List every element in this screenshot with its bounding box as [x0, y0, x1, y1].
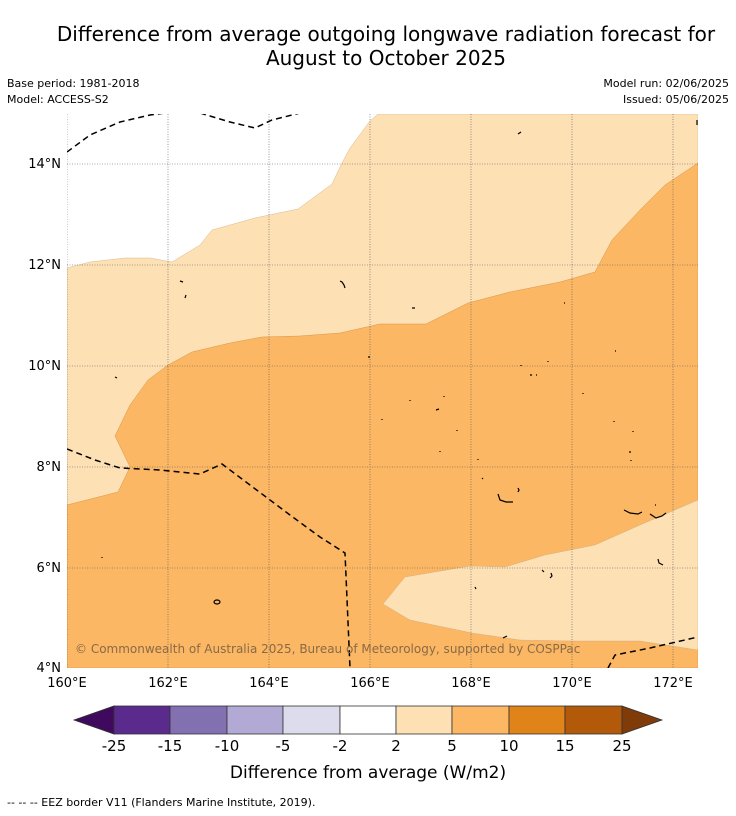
- lon-tick-label: 168°E: [451, 676, 491, 691]
- colorbar-tick-label: -10: [215, 737, 240, 755]
- copyright-notice: © Commonwealth of Australia 2025, Bureau…: [75, 642, 580, 656]
- colorbar-tick-label: 5: [447, 737, 457, 755]
- colorbar-swatch: [451, 705, 510, 735]
- lon-tick-label: 172°E: [653, 676, 693, 691]
- lat-tick-label: 8°N: [37, 460, 62, 475]
- colorbar-tick-label: 10: [499, 737, 518, 755]
- colorbar-swatch: [395, 705, 453, 735]
- lon-tick-label: 170°E: [552, 676, 592, 691]
- colorbar-swatch: [508, 705, 566, 735]
- colorbar-extend-high: [621, 705, 664, 735]
- map-title-line-2: August to October 2025: [265, 46, 507, 70]
- colorbar: [72, 705, 664, 735]
- colorbar-swatch: [282, 705, 341, 735]
- map-title-line-1: Difference from average outgoing longwav…: [56, 22, 716, 46]
- colorbar-tick-label: 25: [612, 737, 631, 755]
- colorbar-swatch: [226, 705, 284, 735]
- lat-tick-label: 14°N: [28, 157, 61, 172]
- eez-borders: [67, 114, 698, 668]
- colorbar-tick-label: -5: [276, 737, 291, 755]
- lat-axis: 14°N 12°N 10°N 8°N 6°N 4°N: [28, 157, 61, 676]
- lon-tick-label: 160°E: [47, 676, 87, 691]
- colorbar-tick-label: -25: [102, 737, 127, 755]
- model-name: Model: ACCESS-S2: [7, 93, 109, 106]
- colorbar-tick-label: 15: [555, 737, 574, 755]
- base-period: Base period: 1981-2018: [7, 77, 140, 90]
- lat-tick-label: 4°N: [37, 661, 62, 676]
- lat-tick-label: 12°N: [28, 258, 61, 273]
- colorbar-swatch: [564, 705, 623, 735]
- lon-axis: 160°E 162°E 164°E 166°E 168°E 170°E 172°…: [47, 676, 693, 691]
- colorbar-swatch: [169, 705, 228, 735]
- colorbar-swatch: [113, 705, 171, 735]
- lon-tick-label: 166°E: [350, 676, 390, 691]
- colorbar-tick-label: -2: [333, 737, 348, 755]
- map-gridlines: [67, 114, 698, 668]
- title-block: Difference from average outgoing longwav…: [0, 22, 736, 74]
- meta-left: Base period: 1981-2018 Model: ACCESS-S2: [7, 76, 139, 108]
- meta-right: Model run: 02/06/2025 Issued: 05/06/2025: [603, 76, 729, 108]
- islands: [101, 120, 698, 639]
- colorbar-label: Difference from average (W/m2): [230, 763, 506, 783]
- lat-tick-label: 6°N: [37, 561, 62, 576]
- lon-tick-label: 162°E: [148, 676, 188, 691]
- colorbar-tick-label: 2: [391, 737, 401, 755]
- eez-footer-note: -- -- -- EEZ border V11 (Flanders Marine…: [7, 796, 316, 809]
- map-area: © Commonwealth of Australia 2025, Bureau…: [67, 114, 698, 668]
- lat-tick-label: 10°N: [28, 359, 61, 374]
- colorbar-swatch: [339, 705, 397, 735]
- issued-date: Issued: 05/06/2025: [622, 93, 729, 106]
- lon-tick-label: 164°E: [249, 676, 289, 691]
- colorbar-extend-low: [72, 705, 115, 735]
- colorbar-tick-label: -15: [158, 737, 183, 755]
- colorbar-ticks: -25 -15 -10 -5 -2 2 5 10 15 25: [102, 737, 632, 755]
- model-run-date: Model run: 02/06/2025: [603, 77, 729, 90]
- anomaly-region-2-5-south: [382, 499, 698, 651]
